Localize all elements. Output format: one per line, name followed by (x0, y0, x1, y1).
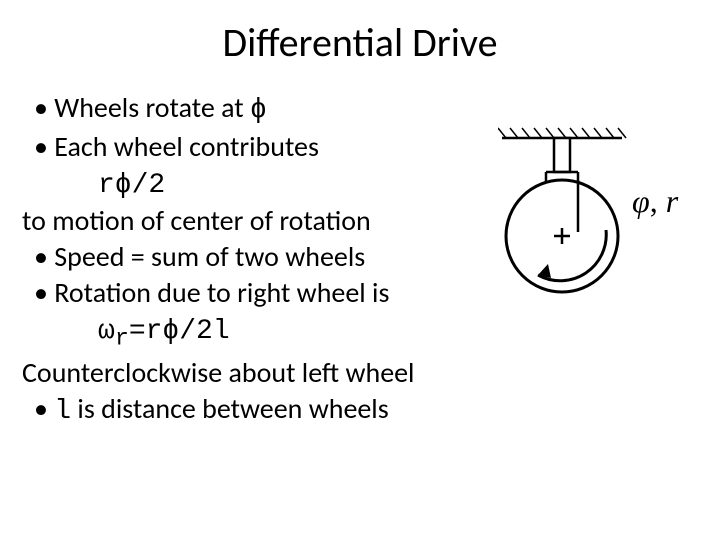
diagram-label: φ, r (632, 183, 679, 219)
slide-body: Wheels rotate at ϕ Each wheel contribute… (34, 90, 534, 430)
text: Rotation due to right wheel is (54, 275, 389, 310)
text: Wheels rotate at (54, 90, 250, 125)
bullet-list: Wheels rotate at ϕ Each wheel contribute… (34, 90, 534, 430)
symbol-phi: ϕ (250, 95, 267, 126)
bullet-item: Speed = sum of two wheels (34, 239, 534, 275)
wheel-svg: φ, r (498, 120, 698, 320)
wheel-diagram: φ, r (498, 120, 698, 320)
formula: rϕ/2 (98, 170, 165, 201)
subscript-r: r (115, 327, 129, 353)
formula-line: ωr=rϕ/2l (34, 311, 534, 355)
slide-title: Differential Drive (0, 18, 720, 67)
label-sep: , (650, 183, 666, 219)
omega: ω (98, 316, 115, 347)
bullet-item: Wheels rotate at ϕ (34, 90, 534, 129)
bullet-item: l is distance between wheels (34, 391, 534, 430)
bullet-item: Each wheel contributes (34, 129, 534, 165)
formula-rest: =rϕ/2l (129, 316, 230, 347)
label-r: r (666, 183, 679, 219)
text: Speed = sum of two wheels (54, 239, 365, 274)
bullet-item: Rotation due to right wheel is (34, 275, 534, 311)
continuation-line: Counterclockwise about left wheel (22, 355, 534, 391)
text: Counterclockwise about left wheel (22, 355, 414, 390)
formula-line: rϕ/2 (34, 165, 534, 204)
slide: Differential Drive Wheels rotate at ϕ Ea… (0, 0, 720, 540)
text: Each wheel contributes (54, 129, 319, 164)
symbol-l: l (54, 396, 71, 427)
formula: ωr=rϕ/2l (98, 316, 230, 347)
text: to motion of center of rotation (22, 203, 371, 238)
ground-icon (498, 128, 626, 138)
text: is distance between wheels (71, 391, 389, 426)
continuation-line: to motion of center of rotation (22, 203, 534, 239)
label-phi: φ (632, 183, 650, 219)
